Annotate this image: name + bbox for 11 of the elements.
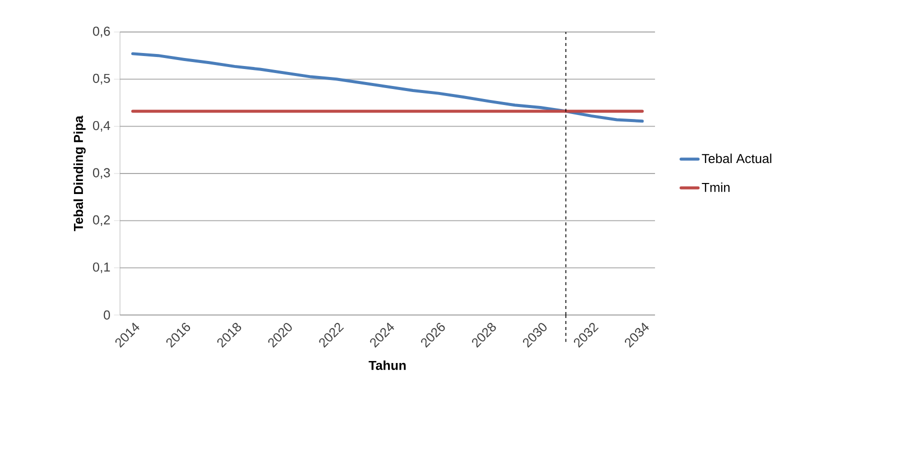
y-tick-label: 0,6 bbox=[92, 26, 110, 38]
y-axis-title: Tebal Dinding Pipa bbox=[74, 116, 86, 232]
y-tick-label: 0 bbox=[104, 310, 110, 320]
y-tick-label: 0,4 bbox=[92, 120, 110, 132]
y-tick-label: 0,2 bbox=[92, 215, 110, 226]
y-tick-label: 0,3 bbox=[92, 168, 110, 179]
legend-label: Tebal Actual bbox=[702, 154, 772, 164]
y-tick-label: 0,5 bbox=[92, 74, 110, 85]
x-axis-title: Tahun bbox=[368, 360, 406, 370]
legend-label: Tmin bbox=[702, 182, 730, 192]
y-tick-label: 0,1 bbox=[92, 262, 110, 274]
